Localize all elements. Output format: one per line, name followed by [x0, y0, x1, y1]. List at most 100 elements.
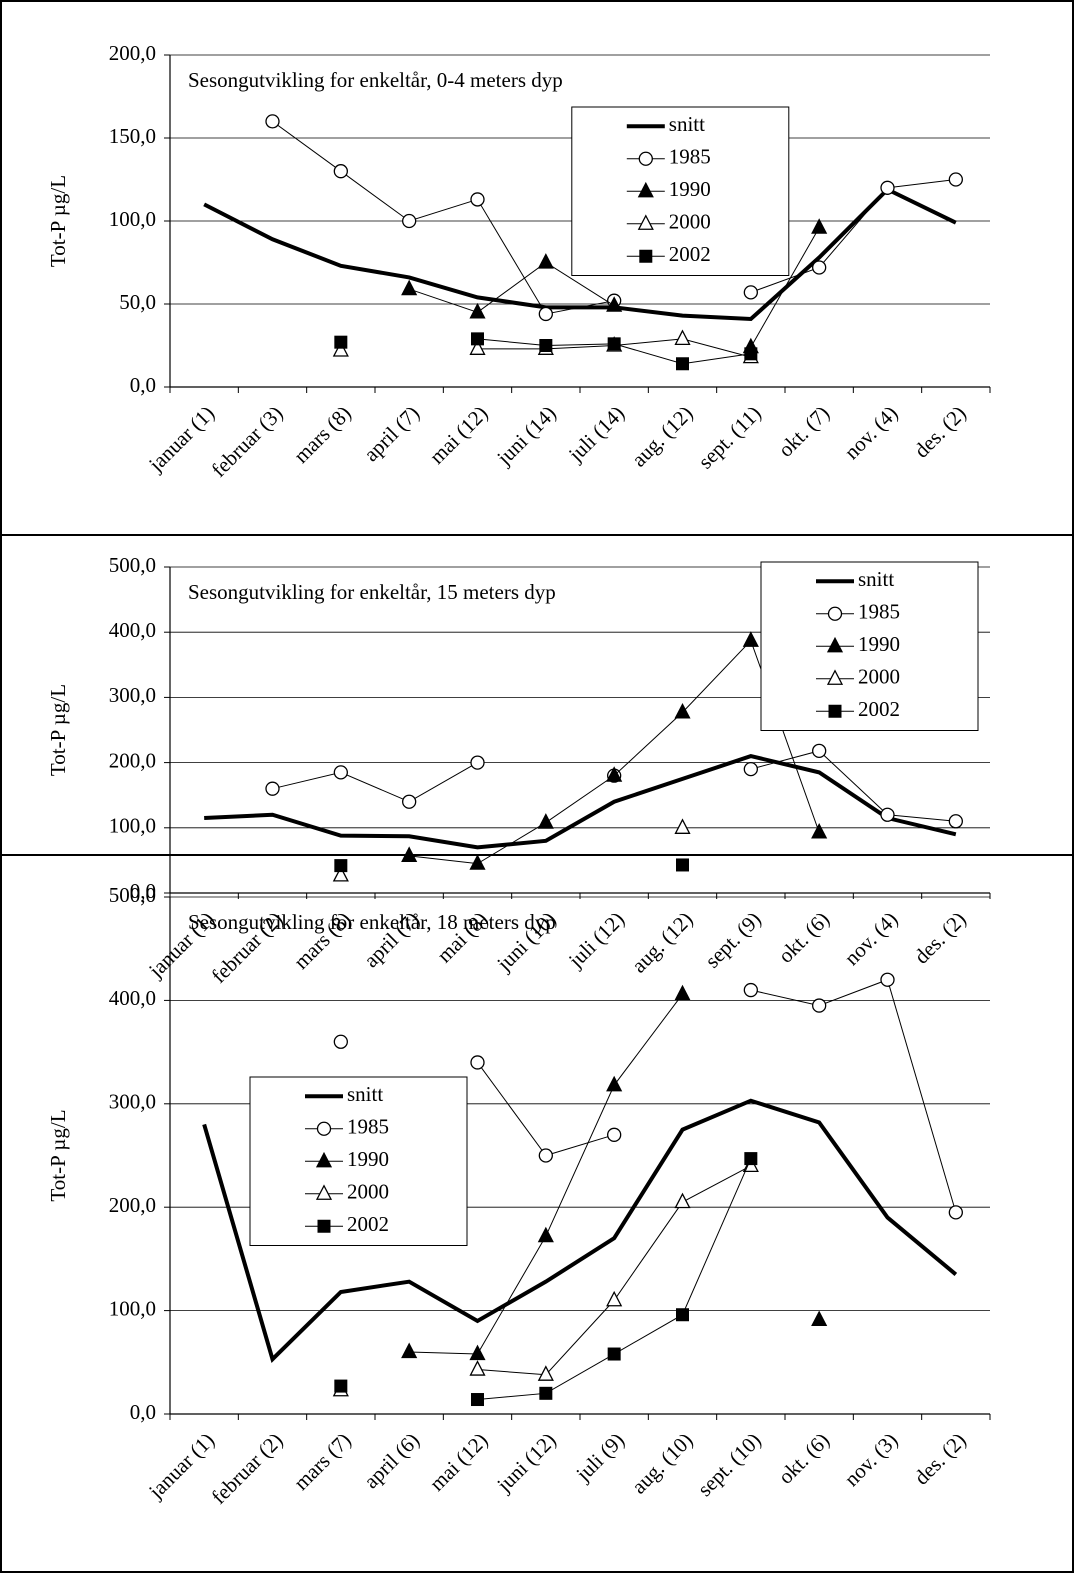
series-line	[477, 1062, 615, 1157]
data-point	[674, 329, 691, 346]
data-point	[676, 858, 689, 872]
legend: snitt 1985 1990 2000 2002	[571, 106, 790, 276]
y-tick-label: 0,0	[130, 1400, 156, 1424]
data-point	[469, 1360, 486, 1376]
legend-label: snitt	[347, 1082, 383, 1106]
legend-label: 1985	[669, 145, 711, 169]
chart-title: Sesongutvikling for enkeltår, 15 meters …	[188, 580, 556, 604]
chart-title: Sesongutvikling for enkeltår, 0-4 meters…	[188, 68, 563, 92]
legend: snitt 1985 1990 2000 2002	[249, 1076, 468, 1246]
legend-label: snitt	[858, 567, 894, 591]
legend-marker	[637, 181, 654, 198]
data-point	[470, 192, 485, 207]
series-line	[272, 120, 615, 315]
data-point	[948, 814, 963, 829]
data-point	[538, 306, 553, 322]
series-line	[477, 1158, 752, 1401]
legend-marker	[316, 1121, 332, 1136]
data-point	[537, 1365, 554, 1381]
series-line	[409, 639, 820, 865]
legend-marker	[638, 151, 653, 166]
data-point	[537, 1226, 554, 1243]
data-point	[607, 337, 621, 351]
data-point	[469, 339, 486, 355]
y-tick-label: 300,0	[109, 683, 156, 707]
x-tick-label: des. (2)	[909, 907, 971, 969]
x-tick-label: aug. (10)	[627, 1428, 698, 1499]
legend-marker	[826, 669, 844, 685]
data-point	[607, 1127, 622, 1142]
legend-label: 2002	[347, 1212, 389, 1236]
y-tick-label: 500,0	[109, 883, 156, 907]
data-point	[744, 1152, 758, 1166]
data-point	[401, 1342, 418, 1359]
data-point	[880, 807, 895, 822]
legend-marker	[639, 249, 653, 263]
legend-marker	[827, 606, 843, 621]
data-point	[880, 180, 895, 195]
data-point	[334, 859, 348, 873]
y-tick-label: 400,0	[109, 986, 156, 1010]
y-axis-label: Tot-P µg/L	[46, 1109, 70, 1201]
data-point	[333, 765, 348, 780]
data-point	[606, 766, 623, 782]
series-line	[409, 261, 615, 313]
x-tick-label: okt. (6)	[773, 907, 834, 968]
data-point	[948, 172, 963, 187]
data-point	[674, 984, 691, 1001]
y-axis-label: Tot-P µg/L	[46, 684, 70, 776]
legend-label: 1990	[347, 1147, 389, 1171]
y-axis-label: Tot-P µg/L	[46, 175, 70, 267]
data-point	[334, 335, 348, 349]
data-point	[606, 296, 623, 312]
legend: snitt 1985 1990 2000 2002	[760, 561, 979, 731]
data-point	[401, 846, 418, 862]
legend-label: 1985	[858, 600, 900, 624]
series-line	[750, 179, 956, 293]
data-point	[606, 1075, 623, 1092]
series-line	[750, 227, 820, 348]
x-tick-label: nov. (4)	[839, 401, 902, 464]
data-point	[402, 794, 417, 809]
legend-marker	[315, 1184, 333, 1200]
data-point	[948, 1205, 963, 1220]
legend-marker	[317, 1219, 331, 1233]
x-tick-label: aug. (12)	[627, 401, 698, 472]
x-tick-label: juni (12)	[492, 1428, 561, 1497]
data-point	[812, 998, 827, 1013]
x-tick-label: juni (14)	[492, 401, 561, 470]
y-tick-label: 100,0	[109, 814, 156, 838]
x-tick-label: juli (9)	[571, 1428, 630, 1487]
data-point	[334, 1379, 348, 1393]
data-point	[812, 260, 827, 275]
data-point	[676, 357, 689, 371]
y-tick-label: 100,0	[109, 207, 156, 231]
legend-label: 2000	[858, 665, 900, 689]
y-tick-label: 100,0	[109, 1296, 156, 1320]
legend-label: 2002	[669, 242, 711, 266]
data-point	[265, 781, 280, 796]
data-point	[674, 818, 691, 834]
data-point	[471, 1393, 484, 1407]
data-point	[402, 213, 417, 229]
data-point	[469, 302, 486, 319]
series-line	[272, 762, 478, 803]
data-point	[811, 822, 828, 839]
data-point	[538, 1148, 553, 1163]
x-tick-label: juli (14)	[563, 401, 629, 467]
y-tick-label: 400,0	[109, 618, 156, 642]
x-tick-label: sept. (9)	[700, 907, 766, 973]
data-point	[470, 1055, 485, 1070]
x-tick-label: okt. (7)	[773, 401, 834, 462]
data-point	[676, 1308, 689, 1322]
x-tick-label: okt. (6)	[773, 1428, 834, 1489]
y-tick-label: 300,0	[109, 1090, 156, 1114]
y-tick-label: 200,0	[109, 1193, 156, 1217]
data-point	[537, 253, 554, 269]
x-tick-label: april (7)	[359, 401, 424, 466]
series-line	[204, 754, 957, 850]
x-tick-label: mars (8)	[289, 401, 356, 468]
y-tick-label: 200,0	[109, 41, 156, 65]
data-point	[606, 1290, 623, 1307]
